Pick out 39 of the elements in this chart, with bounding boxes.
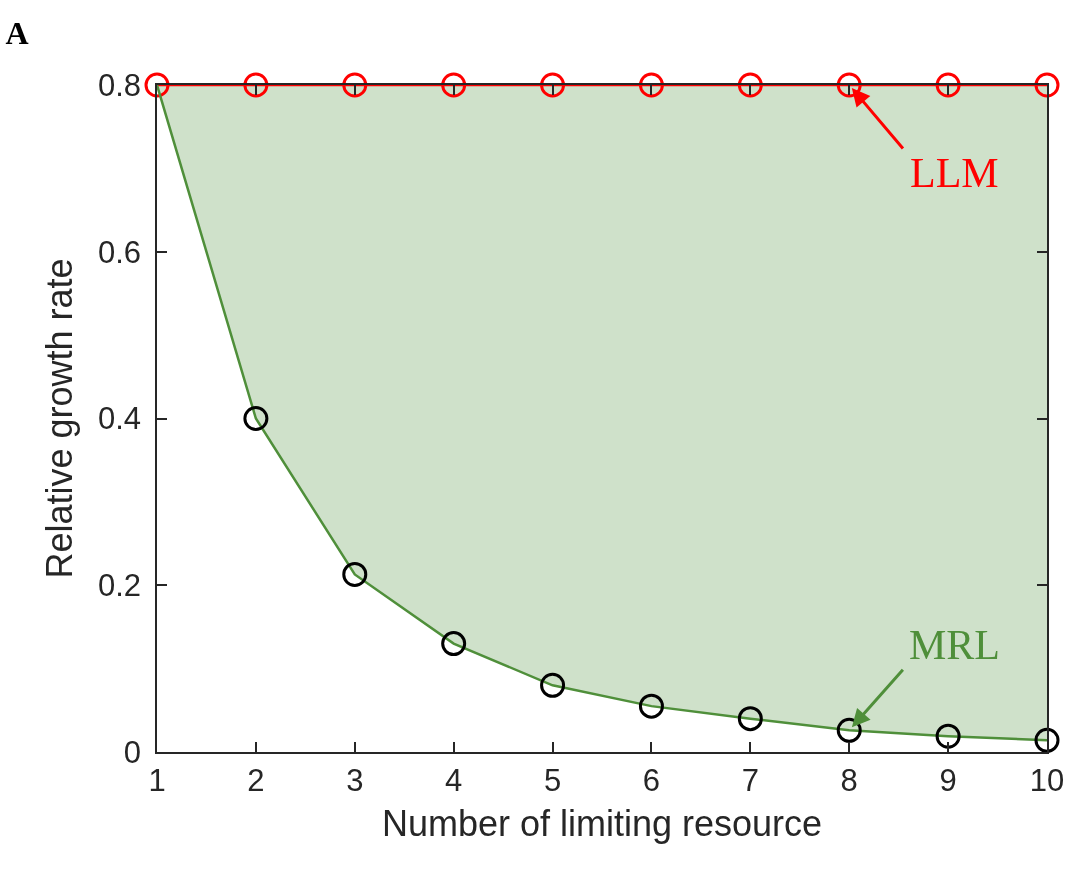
point xyxy=(243,406,269,431)
point xyxy=(638,693,664,719)
x-tick-label: 4 xyxy=(445,762,463,798)
point xyxy=(935,72,961,98)
x-tick-label: 1 xyxy=(148,762,166,798)
y-tick-label: 0 xyxy=(123,734,142,770)
x-tick-label: 10 xyxy=(1029,762,1065,798)
point xyxy=(441,72,467,98)
point xyxy=(342,72,368,98)
x-tick-label: 3 xyxy=(346,762,364,798)
y-axis-title: Relative growth rate xyxy=(39,258,81,579)
point xyxy=(638,72,664,98)
point xyxy=(1034,727,1060,753)
point xyxy=(836,717,862,743)
point xyxy=(836,72,862,98)
x-tick-label: 2 xyxy=(247,762,265,798)
point xyxy=(441,631,467,657)
point xyxy=(737,72,763,98)
x-axis-title: Number of limiting resource xyxy=(381,803,823,845)
x-tick-label: 8 xyxy=(840,762,858,798)
point xyxy=(540,72,566,98)
y-tick-label: 0.4 xyxy=(97,401,142,437)
chart-title: A xyxy=(5,15,29,52)
y-tick-label: 0.8 xyxy=(97,67,142,103)
point xyxy=(243,72,269,98)
y-tick-label: 0.6 xyxy=(97,234,142,270)
point xyxy=(1034,72,1060,98)
point xyxy=(540,672,566,698)
x-tick-label: 5 xyxy=(543,762,562,798)
series-label: MRL xyxy=(909,622,1001,668)
y-tick-label: 0.2 xyxy=(97,568,142,604)
x-tick-label: 6 xyxy=(642,762,661,798)
point xyxy=(737,706,763,732)
point xyxy=(342,561,368,587)
legend-label: LLM xyxy=(910,150,999,196)
point xyxy=(144,72,170,98)
x-tick-label: 7 xyxy=(741,762,759,798)
x-tick-label: 9 xyxy=(939,762,957,798)
point xyxy=(935,723,961,749)
